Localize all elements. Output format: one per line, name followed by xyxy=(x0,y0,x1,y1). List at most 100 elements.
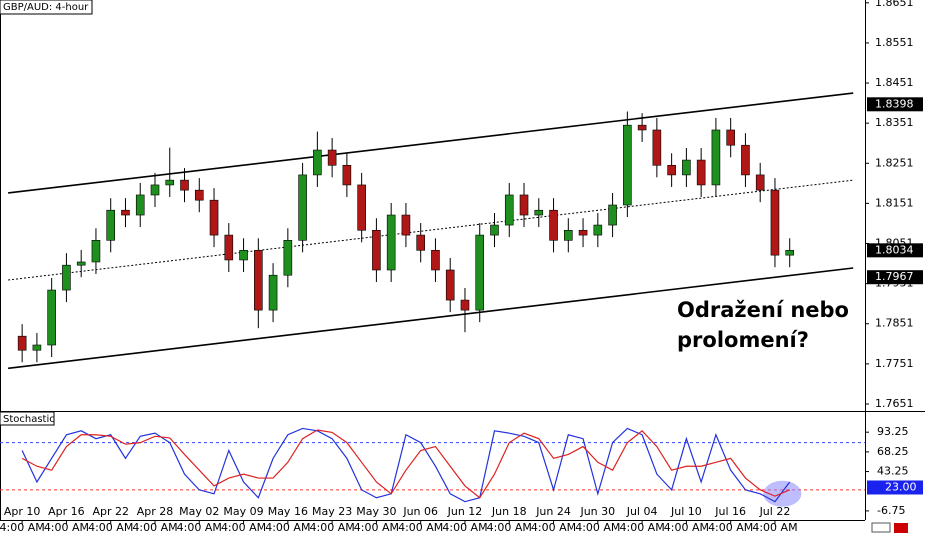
candle-body xyxy=(194,189,204,201)
x-tick-sublabel: 4:00 AM xyxy=(664,521,709,534)
stochastic-line xyxy=(21,429,790,499)
trendline xyxy=(8,92,854,194)
annotation: Odražení nebo xyxy=(677,298,849,322)
chart-title: GBP/AUD: 4-hour xyxy=(3,2,89,13)
candle-body xyxy=(91,240,101,263)
x-tick-label: Apr 28 xyxy=(137,505,174,518)
y-tick-label: 1.8151 xyxy=(875,196,914,209)
y-tick-label: 68.25 xyxy=(877,445,909,458)
candle-body xyxy=(106,209,116,241)
y-tick-label: 1.8551 xyxy=(875,36,914,49)
x-tick-sublabel: 4:00 AM xyxy=(752,521,797,534)
candle-body xyxy=(431,250,440,271)
x-tick-sublabel: 4:00 AM xyxy=(619,521,664,534)
candle-body xyxy=(17,335,27,351)
y-tick-label: 1.7851 xyxy=(875,317,914,330)
x-tick-label: Apr 10 xyxy=(4,505,41,518)
x-tick-sublabel: 4:00 AM xyxy=(88,521,133,534)
x-tick-label: Jun 30 xyxy=(579,505,615,518)
current-value-label: 23.00 xyxy=(885,480,917,493)
x-tick-label: Apr 22 xyxy=(92,505,129,518)
candle-body xyxy=(711,129,721,186)
price-marker-label: 1.7967 xyxy=(875,270,914,283)
candle-body xyxy=(608,204,617,226)
candle-body xyxy=(313,149,322,176)
candle-body xyxy=(239,250,248,261)
y-tick-label: 1.8451 xyxy=(875,76,914,89)
x-tick-label: Jun 06 xyxy=(402,505,438,518)
x-tick-sublabel: 4:00 AM xyxy=(132,521,177,534)
candle-body xyxy=(726,129,735,146)
candle-body xyxy=(327,149,337,166)
indicator-title: Stochastic xyxy=(3,414,55,425)
candle-body xyxy=(401,214,411,236)
candle-body xyxy=(667,164,676,176)
candle-body xyxy=(578,229,588,236)
candle-body xyxy=(76,261,86,266)
x-tick-sublabel: 4:00 AM xyxy=(0,521,45,534)
y-tick-label: 1.8351 xyxy=(875,116,914,129)
x-tick-label: May 16 xyxy=(268,505,308,518)
price-marker-label: 1.8398 xyxy=(875,97,914,110)
candle-body xyxy=(549,209,558,241)
candle-body xyxy=(298,174,307,241)
candle-body xyxy=(62,264,71,291)
x-tick-sublabel: 4:00 AM xyxy=(708,521,753,534)
x-tick-label: May 09 xyxy=(223,505,263,518)
candle-body xyxy=(652,129,662,166)
x-tick-label: Apr 16 xyxy=(48,505,85,518)
candle-body xyxy=(150,184,160,196)
y-tick-label: 1.7651 xyxy=(875,397,914,410)
scroll-icon[interactable] xyxy=(871,522,891,533)
candle-body xyxy=(504,194,514,226)
x-tick-sublabel: 4:00 AM xyxy=(310,521,355,534)
x-tick-label: Jun 12 xyxy=(447,505,483,518)
candle-body xyxy=(47,289,56,346)
candle-body xyxy=(32,344,42,351)
shift-icon[interactable] xyxy=(894,523,908,533)
candle-body xyxy=(623,124,632,206)
candle-body xyxy=(254,250,263,311)
candle-body xyxy=(372,229,381,271)
candle-body xyxy=(268,274,278,311)
candle-body xyxy=(682,159,691,176)
candle-body xyxy=(785,250,795,256)
candle-body xyxy=(519,194,529,216)
x-tick-label: Jun 24 xyxy=(535,505,571,518)
trendline xyxy=(8,267,854,370)
price-marker xyxy=(867,97,923,112)
annotation: prolomení? xyxy=(677,328,809,352)
candle-body xyxy=(135,194,145,216)
x-tick-sublabel: 4:00 AM xyxy=(354,521,399,534)
price-marker xyxy=(867,270,923,285)
x-tick-sublabel: 4:00 AM xyxy=(398,521,443,534)
x-tick-label: May 23 xyxy=(312,505,352,518)
price-marker xyxy=(867,243,923,258)
y-tick-label: 43.25 xyxy=(877,465,909,478)
y-tick-label: 1.8251 xyxy=(875,156,914,169)
candle-body xyxy=(770,189,780,256)
candle-body xyxy=(696,159,706,186)
x-tick-label: Jul 22 xyxy=(759,505,791,518)
candle-body xyxy=(165,179,175,186)
candle-body xyxy=(386,214,396,271)
candle-body xyxy=(755,174,765,191)
x-tick-label: May 02 xyxy=(179,505,219,518)
candle-body xyxy=(460,299,470,311)
x-tick-label: Jun 18 xyxy=(491,505,527,518)
x-tick-label: Jul 04 xyxy=(626,505,658,518)
x-tick-label: Jul 10 xyxy=(670,505,702,518)
x-tick-sublabel: 4:00 AM xyxy=(221,521,266,534)
x-tick-sublabel: 4:00 AM xyxy=(44,521,89,534)
x-tick-label: May 30 xyxy=(356,505,396,518)
y-tick-label: 93.25 xyxy=(877,425,909,438)
candle-body xyxy=(637,124,647,131)
stochastic-line xyxy=(21,427,791,503)
trendline xyxy=(8,179,854,281)
candle-body xyxy=(741,144,750,176)
candle-body xyxy=(593,224,603,236)
candle-body xyxy=(224,234,234,261)
x-tick-sublabel: 4:00 AM xyxy=(442,521,487,534)
